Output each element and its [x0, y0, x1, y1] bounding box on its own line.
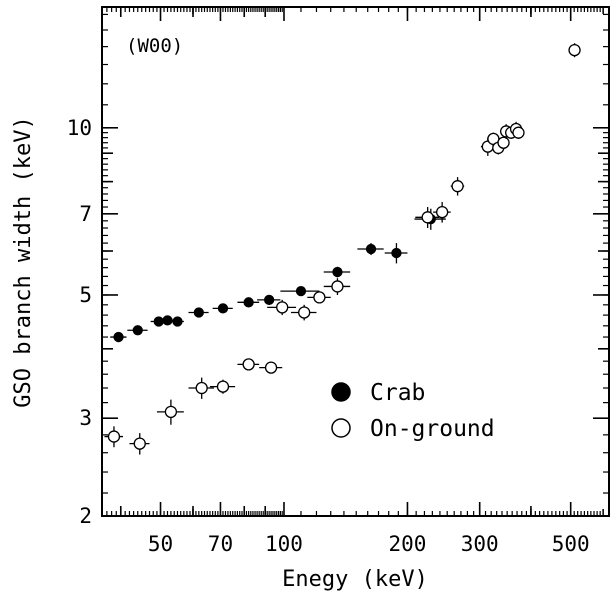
x-tick-label: 70 [208, 532, 233, 556]
y-tick-label: 5 [79, 283, 92, 307]
data-point [263, 294, 275, 306]
legend-label-on-ground: On-ground [370, 416, 495, 442]
y-tick-label: 10 [67, 116, 92, 140]
data-point [195, 381, 208, 395]
series-on-ground [104, 43, 581, 455]
data-point [421, 211, 434, 224]
data-point [298, 306, 311, 319]
y-tick-label: 3 [79, 406, 92, 430]
data-point [436, 205, 449, 219]
data-point [172, 316, 183, 327]
data-point [217, 303, 229, 314]
legend-marker-on-ground [331, 418, 351, 438]
data-point [162, 315, 173, 326]
y-tick-label: 2 [79, 504, 92, 528]
data-point [113, 331, 124, 343]
data-point [242, 358, 255, 371]
y-tick-label: 7 [79, 202, 92, 226]
data-point [133, 437, 146, 450]
data-point [276, 301, 289, 314]
series-layer [104, 43, 581, 455]
series-crab [110, 208, 446, 343]
data-point [497, 136, 510, 149]
x-tick-label: 200 [388, 532, 426, 556]
data-point [451, 180, 464, 193]
tick-labels: 50 70 100 200 300 500 2 3 5 7 10 [67, 116, 590, 556]
legend-label-crab: Crab [370, 380, 425, 406]
x-tick-label: 300 [461, 532, 499, 556]
data-point [295, 286, 307, 297]
data-point [193, 307, 204, 318]
data-point [264, 361, 278, 374]
panel-label: (W00) [126, 35, 183, 57]
data-point [164, 405, 178, 419]
data-point [153, 316, 164, 327]
axis-ticks [102, 7, 609, 517]
x-axis-title: Enegy (keV) [282, 567, 428, 592]
data-point [216, 380, 230, 393]
data-point [132, 325, 143, 336]
data-point [107, 430, 121, 443]
data-point [313, 291, 326, 304]
plot-frame [101, 6, 610, 517]
data-point [512, 126, 525, 139]
data-point [568, 43, 581, 57]
data-point [331, 280, 344, 293]
data-point [391, 247, 402, 259]
data-point [243, 297, 254, 308]
data-point [365, 243, 377, 255]
data-point [332, 266, 343, 278]
x-tick-label: 100 [265, 532, 303, 556]
legend: Crab On-ground [331, 380, 495, 442]
y-axis-title: GSO branch width (keV) [11, 116, 36, 407]
x-tick-label: 500 [552, 532, 590, 556]
x-tick-label: 50 [148, 532, 173, 556]
legend-marker-crab [331, 382, 351, 402]
